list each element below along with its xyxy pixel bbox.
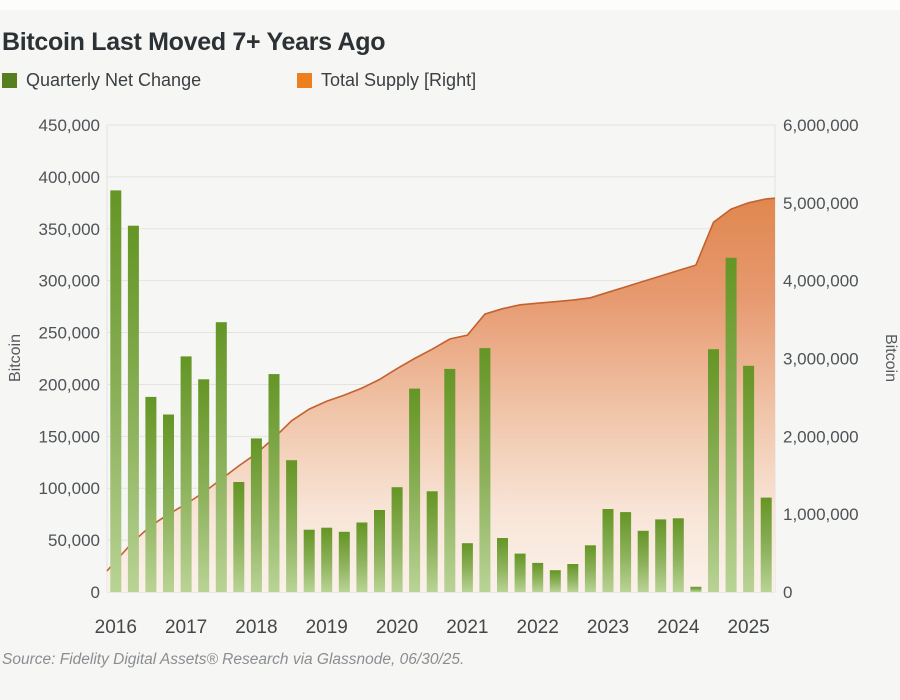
bar-2022-q2 <box>549 570 561 592</box>
bar-2023-q3 <box>637 530 649 592</box>
bar-2018-q3 <box>286 460 298 592</box>
right-tick-2000000: 2,000,000 <box>783 427 859 446</box>
legend-item-total-supply: Total Supply [Right] <box>297 69 476 91</box>
bar-2016-q3 <box>145 396 157 592</box>
right-tick-1000000: 1,000,000 <box>783 505 859 524</box>
bar-2025-q1 <box>743 365 755 592</box>
legend-item-quarterly-net-change: Quarterly Net Change <box>2 69 201 91</box>
bar-2022-q1 <box>532 562 544 592</box>
top-strip <box>0 0 900 10</box>
x-tick-2022: 2022 <box>517 617 559 638</box>
x-tick-2025: 2025 <box>727 617 769 638</box>
bar-2019-q1 <box>321 527 333 592</box>
bar-2020-q2 <box>409 388 421 592</box>
x-tick-2024: 2024 <box>657 617 700 638</box>
x-tick-2016: 2016 <box>95 617 137 638</box>
x-tick-2018: 2018 <box>235 617 277 638</box>
left-tick-350000: 350,000 <box>39 220 100 239</box>
bar-2023-q2 <box>620 512 632 592</box>
bar-2021-q3 <box>497 538 508 592</box>
right-tick-5000000: 5,000,000 <box>783 194 859 213</box>
bar-2024-q4 <box>725 257 737 592</box>
bar-2016-q4 <box>163 414 174 592</box>
right-tick-6000000: 6,000,000 <box>783 116 859 135</box>
bar-2019-q4 <box>374 510 385 592</box>
legend-swatch-green <box>2 72 17 88</box>
right-tick-3000000: 3,000,000 <box>783 350 859 369</box>
bar-2023-q1 <box>602 509 614 592</box>
left-tick-450000: 450,000 <box>39 116 100 135</box>
right-tick-4000000: 4,000,000 <box>783 272 859 291</box>
x-tick-2020: 2020 <box>376 617 418 638</box>
left-tick-200000: 200,000 <box>39 375 100 394</box>
bar-2019-q3 <box>356 522 368 592</box>
legend: Quarterly Net Change Total Supply [Right… <box>0 69 900 91</box>
bar-2017-q3 <box>215 322 227 592</box>
x-tick-2017: 2017 <box>165 617 207 638</box>
source-note: Source: Fidelity Digital Assets® Researc… <box>2 651 465 668</box>
bar-2021-q1 <box>461 543 473 592</box>
bar-2021-q4 <box>514 553 526 592</box>
bar-2021-q2 <box>479 348 491 592</box>
legend-label: Total Supply [Right] <box>321 69 477 90</box>
bar-2016-q2 <box>127 225 139 592</box>
x-tick-2021: 2021 <box>446 617 488 638</box>
bar-2020-q3 <box>426 491 438 592</box>
bar-2017-q4 <box>233 482 245 592</box>
bar-2022-q3 <box>567 564 579 592</box>
bar-2024-q1 <box>672 518 684 592</box>
right-tick-0: 0 <box>783 583 792 602</box>
bar-2024-q3 <box>708 349 719 592</box>
bar-2023-q4 <box>655 519 667 592</box>
bar-2020-q4 <box>444 368 456 592</box>
bar-2018-q2 <box>268 374 280 592</box>
bar-2016-q1 <box>110 190 122 592</box>
left-tick-150000: 150,000 <box>39 427 100 446</box>
bar-2017-q2 <box>198 379 210 592</box>
left-tick-300000: 300,000 <box>39 272 100 291</box>
bar-2019-q2 <box>338 531 350 592</box>
left-axis-title: Bitcoin <box>7 334 24 382</box>
x-tick-2023: 2023 <box>587 617 629 638</box>
bar-2018-q4 <box>303 529 315 592</box>
bar-2025-q2 <box>760 497 772 592</box>
left-tick-0: 0 <box>91 583 100 602</box>
legend-swatch-orange <box>297 72 312 88</box>
chart-title: Bitcoin Last Moved 7+ Years Ago <box>2 28 386 56</box>
left-tick-400000: 400,000 <box>39 168 100 187</box>
left-tick-100000: 100,000 <box>39 479 100 498</box>
right-axis-title: Bitcoin <box>882 334 899 382</box>
bar-2017-q1 <box>180 356 192 592</box>
total-supply-line <box>106 197 776 572</box>
bar-2022-q4 <box>584 545 596 592</box>
left-tick-250000: 250,000 <box>39 324 100 343</box>
bar-2020-q1 <box>391 487 403 592</box>
bar-2018-q1 <box>250 438 262 592</box>
legend-label: Quarterly Net Change <box>26 69 202 90</box>
left-tick-50000: 50,000 <box>48 531 100 550</box>
bar-2024-q2 <box>690 586 702 592</box>
x-tick-2019: 2019 <box>306 617 348 638</box>
